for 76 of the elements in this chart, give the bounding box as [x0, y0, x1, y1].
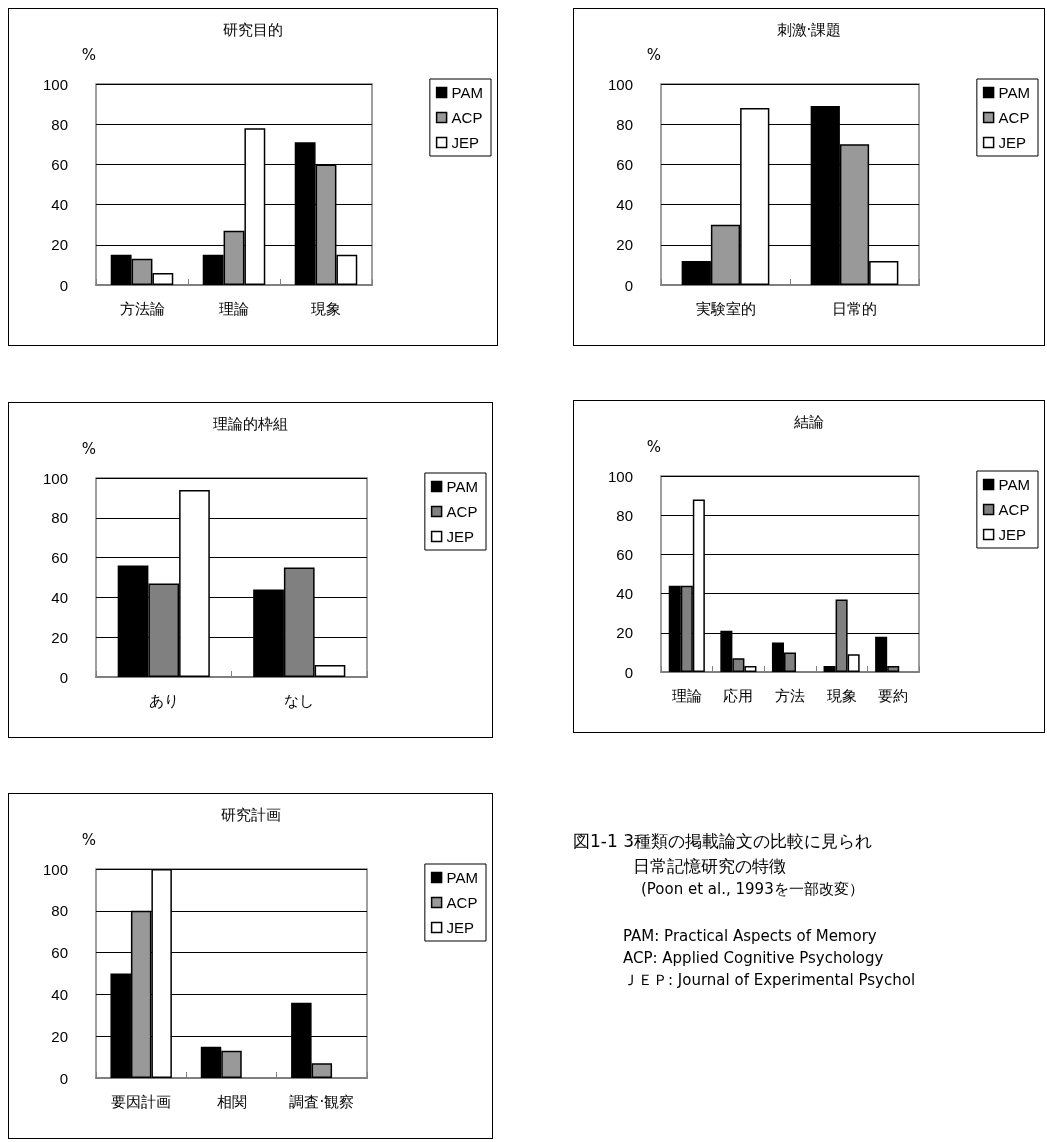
x-tick-label: あり: [148, 691, 179, 710]
y-axis-title: %: [81, 439, 96, 458]
legend-label: PAM: [998, 84, 1031, 101]
y-tick-label: 0: [59, 276, 68, 294]
x-tick-label: 方法論: [119, 299, 165, 318]
text: (Poon et al., 1993を一部改変）: [641, 880, 865, 899]
chart-title: 理論的枠組: [213, 414, 288, 433]
x-tick-label: 要因計画: [111, 1092, 172, 1111]
legend-label: PAM: [451, 84, 484, 101]
y-tick-label: 0: [624, 276, 633, 294]
text: PAM: Practical Aspects of Memory: [623, 927, 878, 945]
text: ＪＥＰ: Journal of Experimental Psychol: [623, 971, 916, 990]
y-axis-title: %: [646, 437, 661, 456]
y-tick-label: 80: [616, 506, 633, 524]
y-tick-label: 80: [51, 902, 68, 920]
chart-title: 研究計画: [220, 805, 281, 824]
x-tick-label: 現象: [826, 686, 857, 705]
y-tick-label: 80: [51, 115, 68, 133]
y-tick-label: 80: [51, 509, 68, 527]
legend-label: JEP: [998, 134, 1027, 151]
legend-label: PAM: [446, 478, 479, 495]
y-tick-label: 60: [51, 549, 68, 567]
y-tick-label: 20: [616, 236, 633, 254]
y-tick-label: 100: [42, 860, 68, 878]
x-tick-label: 応用: [723, 686, 754, 705]
y-tick-label: 60: [51, 944, 68, 962]
legend-label: ACP: [998, 109, 1030, 126]
x-tick-label: 相関: [216, 1092, 247, 1111]
y-tick-label: 20: [51, 236, 68, 254]
y-axis-title: %: [81, 45, 96, 64]
y-tick-label: 100: [42, 75, 68, 93]
x-tick-label: なし: [284, 691, 315, 710]
legend-label: PAM: [998, 476, 1031, 493]
chart-title: 研究目的: [223, 20, 283, 39]
x-tick-label: 実験室的: [695, 299, 756, 318]
legend-label: ACP: [998, 501, 1030, 518]
y-tick-label: 20: [51, 628, 68, 646]
x-tick-label: 理論: [671, 686, 702, 705]
caption: 図1-1 3種類の掲載論文の比較に見られ: [573, 830, 873, 853]
x-tick-label: 理論: [219, 299, 249, 318]
y-tick-label: 40: [616, 196, 633, 214]
y-tick-label: 0: [59, 668, 68, 686]
x-tick-label: 方法: [775, 686, 805, 705]
y-tick-label: 100: [607, 75, 633, 93]
text: 日常記憶研究の特徴: [633, 855, 787, 878]
y-tick-label: 0: [624, 663, 633, 681]
legend-label: JEP: [451, 134, 480, 151]
y-tick-label: 40: [51, 985, 68, 1003]
y-tick-label: 0: [59, 1069, 68, 1087]
y-tick-label: 40: [616, 585, 633, 603]
chart-title: 結論: [793, 412, 824, 431]
legend-label: JEP: [446, 528, 475, 545]
legend-label: JEP: [446, 919, 475, 936]
y-tick-label: 60: [616, 155, 633, 173]
y-axis-title: %: [646, 45, 661, 64]
chart-title: 刺激·課題: [776, 20, 842, 39]
legend-label: ACP: [451, 109, 483, 126]
y-tick-label: 40: [51, 196, 68, 214]
y-tick-label: 20: [51, 1027, 68, 1045]
x-tick-label: 調査·観察: [289, 1092, 355, 1111]
y-tick-label: 20: [616, 624, 633, 642]
y-axis-title: %: [81, 830, 96, 849]
text: ACP: Applied Cognitive Psychology: [623, 949, 885, 967]
y-tick-label: 100: [42, 469, 68, 487]
y-tick-label: 60: [616, 545, 633, 563]
x-tick-label: 要約: [878, 686, 909, 705]
y-tick-label: 80: [616, 115, 633, 133]
y-tick-label: 100: [607, 467, 633, 485]
legend-label: JEP: [998, 526, 1027, 543]
x-tick-label: 現象: [311, 299, 341, 318]
y-tick-label: 40: [51, 588, 68, 606]
legend-label: PAM: [446, 869, 479, 886]
y-tick-label: 60: [51, 155, 68, 173]
x-tick-label: 日常的: [832, 299, 877, 318]
legend-label: ACP: [446, 894, 478, 911]
legend-label: ACP: [446, 503, 478, 520]
